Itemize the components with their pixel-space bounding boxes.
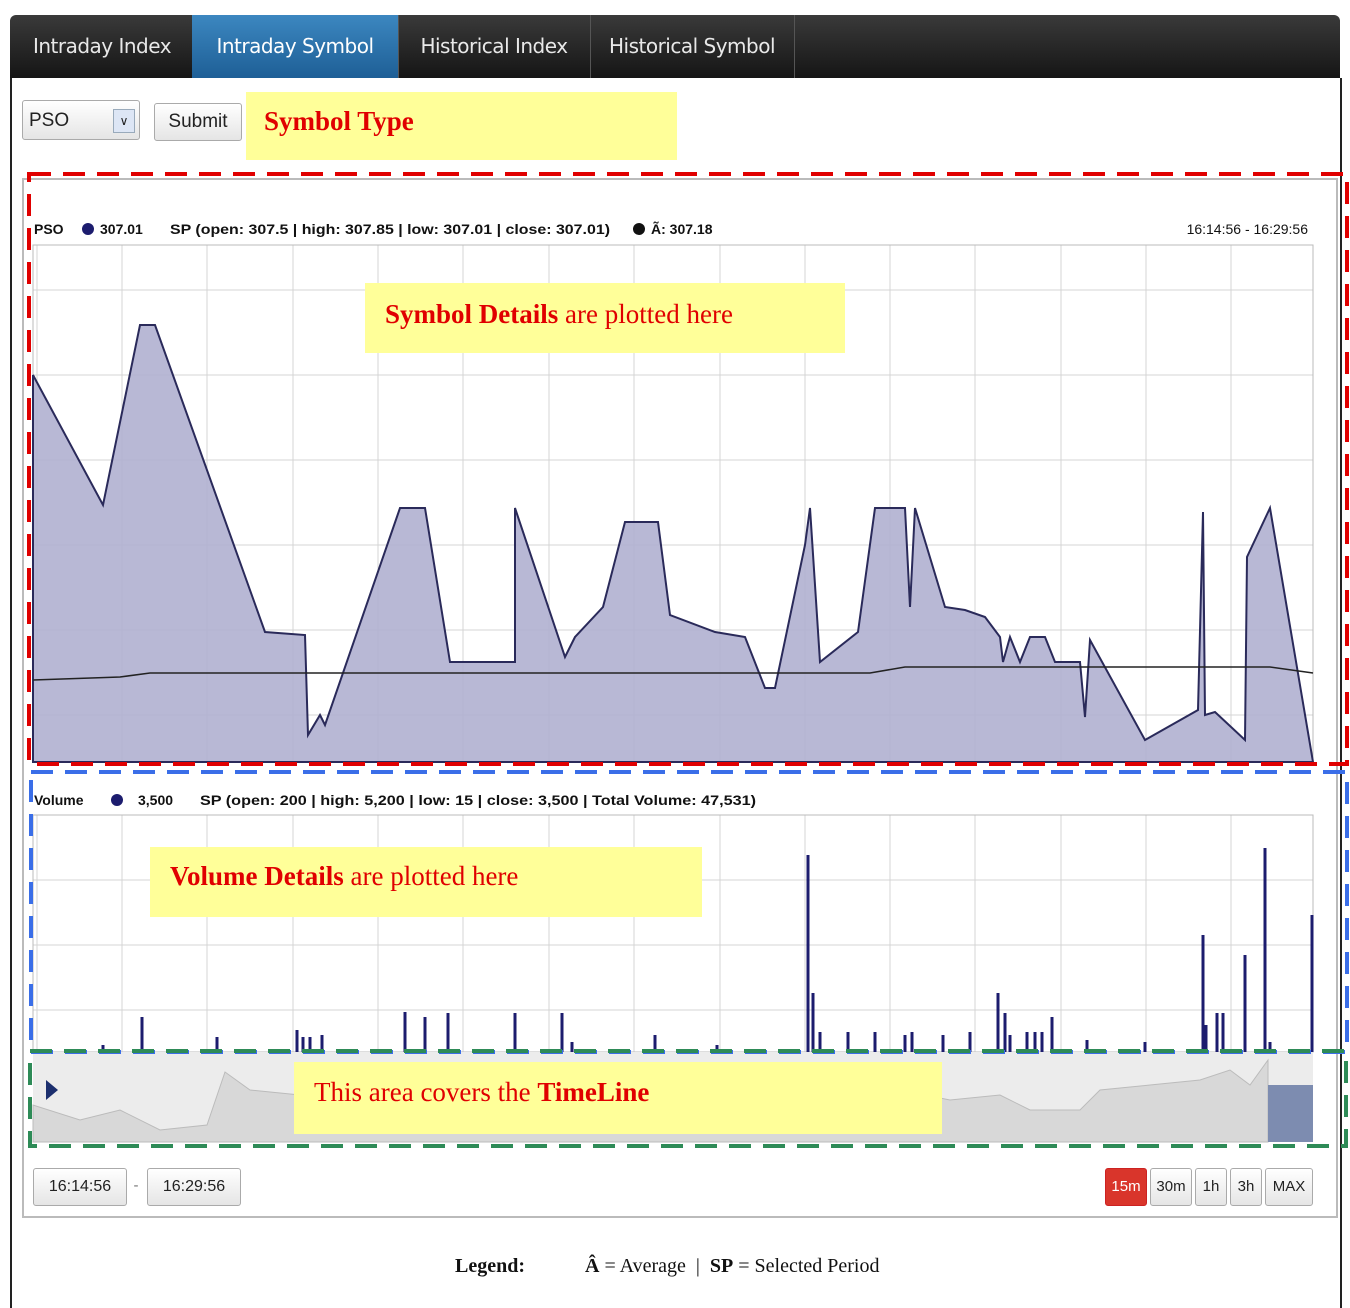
price-value: 307.01	[100, 221, 143, 237]
range-button[interactable]: 1h	[1195, 1168, 1227, 1206]
symbol-select[interactable]: PSO ∨	[22, 100, 140, 140]
tab[interactable]: Historical Index	[398, 15, 591, 78]
annotation-bold: Symbol Details	[385, 299, 559, 329]
range-separator: -	[133, 1177, 139, 1194]
frame	[10, 78, 1342, 1308]
annotation-timeline: This area covers the TimeLine	[294, 1062, 942, 1134]
volume-sp: SP (open: 200 | high: 5,200 | low: 15 | …	[200, 792, 756, 808]
tab[interactable]: Intraday Symbol	[192, 15, 399, 78]
legend-title: Legend:	[455, 1255, 525, 1277]
symbol-outline	[27, 172, 1349, 766]
select-arrow: ∨	[113, 109, 135, 133]
legend-avg-text: = Average	[604, 1255, 686, 1277]
annotation-text: Symbol Type	[264, 106, 414, 136]
series-dot	[82, 223, 94, 235]
volume-value: 3,500	[138, 792, 173, 808]
tab[interactable]: Historical Symbol	[590, 15, 795, 78]
price-header: PSO 307.01 SP (open: 307.5 | high: 307.8…	[34, 220, 1308, 237]
legend-sp-text: = Selected Period	[738, 1255, 880, 1277]
annotation-volume-details: Volume Details are plotted here	[150, 847, 702, 917]
tab[interactable]: Intraday Index	[12, 15, 193, 78]
range-to[interactable]: 16:29:56	[147, 1168, 241, 1206]
average-value: Ã: 307.18	[651, 220, 713, 237]
timeline-outline	[28, 1049, 1348, 1148]
submit-button[interactable]: Submit	[154, 103, 242, 141]
volume-header: Volume 3,500 SP (open: 200 | high: 5,200…	[34, 792, 756, 808]
average-dot	[633, 223, 645, 235]
annotation-bold: TimeLine	[537, 1077, 650, 1107]
annotation-text: are plotted here	[558, 299, 733, 329]
range-from[interactable]: 16:14:56	[33, 1168, 127, 1206]
range-button[interactable]: MAX	[1265, 1168, 1313, 1206]
select-value: PSO	[29, 110, 70, 131]
volume-label: Volume	[34, 792, 84, 808]
legend-avg-symbol: Â	[585, 1255, 600, 1277]
range-button[interactable]: 30m	[1150, 1168, 1192, 1206]
grid-lines	[33, 815, 1313, 1052]
legend-sp-symbol: SP	[709, 1255, 734, 1277]
symbol-name: PSO	[34, 221, 64, 237]
price-area	[32, 324, 1315, 763]
legend-divider: |	[695, 1255, 700, 1277]
volume-bars	[101, 848, 1314, 1052]
series-dot	[111, 794, 123, 806]
annotation-symbol-type: Symbol Type	[246, 92, 677, 160]
price-sp: SP (open: 307.5 | high: 307.85 | low: 30…	[170, 221, 610, 237]
annotation-text: are plotted here	[343, 861, 519, 891]
annotation-bold: Volume Details	[170, 861, 344, 891]
chart-container	[22, 178, 1338, 1218]
time-range: 16:14:56 - 16:29:56	[1187, 221, 1309, 237]
navigator-window	[1268, 1085, 1313, 1142]
range-button[interactable]: 15m	[1105, 1168, 1147, 1206]
navigator-handle	[46, 1080, 58, 1100]
legend: Legend: Â = Average | SP = Selected Perio…	[455, 1255, 880, 1278]
range-button[interactable]: 3h	[1230, 1168, 1262, 1206]
annotation-symbol-details: Symbol Details are plotted here	[365, 283, 845, 353]
average-line	[32, 666, 1314, 681]
annotation-text: This area covers the	[314, 1077, 538, 1107]
